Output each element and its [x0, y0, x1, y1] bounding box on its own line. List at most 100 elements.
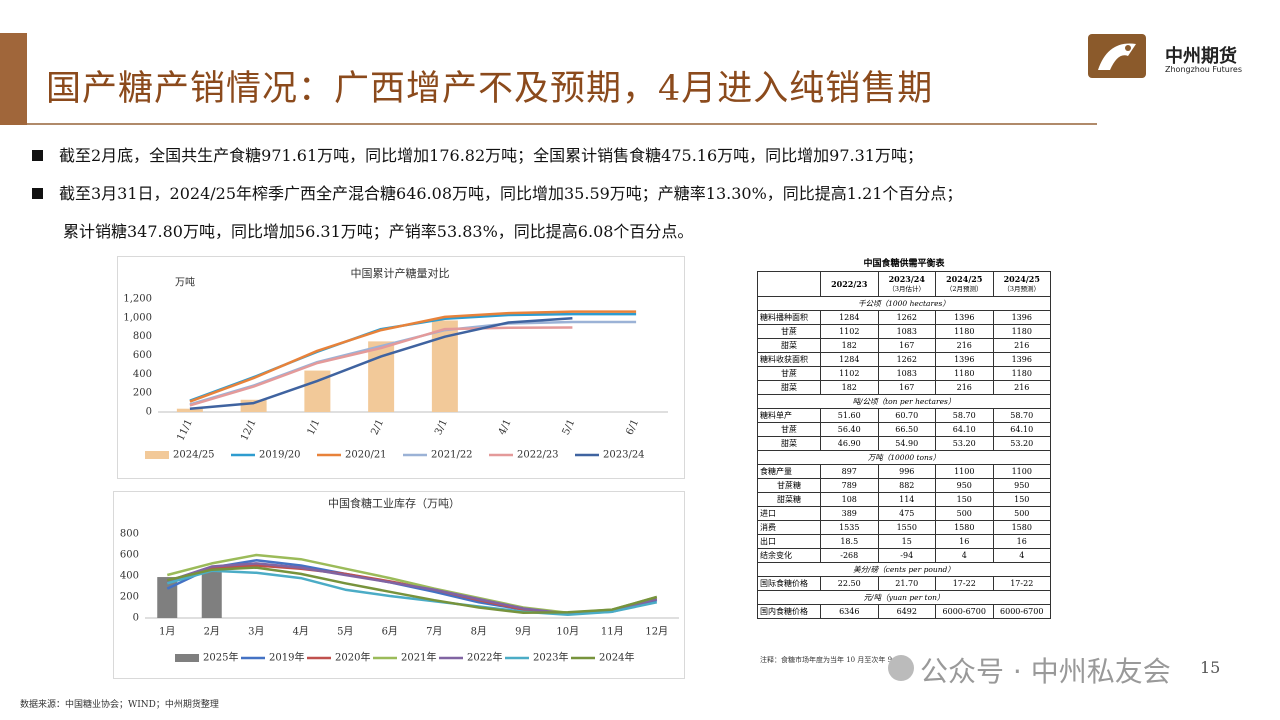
bar	[157, 577, 178, 618]
table-cell: 789	[820, 478, 879, 493]
bar	[176, 408, 203, 412]
table-cell: 出口	[757, 534, 821, 549]
table-row: 糖料收获面积 1284 1262 1396 1396	[757, 352, 1051, 367]
table-cell: 1396	[935, 352, 994, 367]
table-cell: 消费	[757, 520, 821, 535]
table-cell: 进口	[757, 506, 821, 521]
table-title: 中国食糖供需平衡表	[863, 259, 945, 269]
table-cell: 51.60	[820, 408, 879, 423]
line-series	[189, 310, 637, 403]
y-tick-label: 0	[146, 407, 152, 418]
line-series	[189, 326, 573, 407]
table-row: 进口 389 475 500 500	[757, 506, 1051, 521]
table-cell: 甘蔗	[757, 422, 821, 437]
table-row: 美分/磅（cents per pound）	[757, 562, 1051, 577]
table-row: 食糖产量 897 996 1100 1100	[757, 464, 1051, 479]
table-row: 2022/23 2023/24 （3月估计） 2024/25 （2月预测） 2024/25…	[757, 271, 1051, 297]
table-cell: 64.10	[935, 422, 994, 437]
table-cell: 897	[820, 464, 879, 479]
table-cell: 64.10	[992, 422, 1051, 437]
table-cell: 182	[820, 380, 879, 395]
table-cell: 500	[935, 506, 994, 521]
table-cell: 甜菜糖	[757, 492, 821, 507]
table-cell: 53.20	[992, 436, 1051, 451]
table-cell: 甘蔗	[757, 366, 821, 381]
table-cell: 甘蔗糖	[757, 478, 821, 493]
table-row: 出口 18.5 15 16 16	[757, 534, 1051, 549]
slide-title: 国产糖产销情况：广西增产不及预期，4月进入纯销售期	[46, 69, 934, 109]
table-row: 甜菜 46.90 54.90 53.20 53.20	[757, 436, 1051, 451]
line-series	[189, 316, 573, 410]
table-cell: 糖料收获面积	[757, 352, 821, 367]
table-cell: 1180	[935, 366, 994, 381]
table-row: 甘蔗糖 789 882 950 950	[757, 478, 1051, 493]
x-tick-label: 11月	[601, 626, 624, 638]
x-tick-label: 4月	[293, 626, 309, 638]
bar	[240, 399, 267, 412]
table-cell: 150	[935, 492, 994, 507]
table-row: 元/吨（yuan per ton）	[757, 590, 1051, 605]
y-tick-label: 1,000	[123, 312, 152, 323]
y-tick-label: 600	[120, 550, 139, 561]
table-cell: 167	[877, 338, 936, 353]
bullet: 截至3月31日，2024/25年榨季广西全产混合糖646.08万吨，同比增加35…	[32, 180, 962, 204]
table-cell: 17-22	[935, 576, 994, 591]
table-cell: 60.70	[877, 408, 936, 423]
table-cell: 4	[935, 548, 994, 563]
y-tick-label: 400	[120, 571, 139, 582]
x-tick-label: 8月	[471, 626, 487, 638]
watermark: 公众号 · 中州私友会	[920, 655, 1171, 688]
y-tick-label: 0	[133, 613, 139, 624]
x-tick-label: 6月	[382, 626, 398, 638]
bullet-text: 累计销糖347.80万吨，同比增加56.31万吨；产销率53.83%，同比提高6…	[63, 222, 694, 241]
legend-label: 2019/20	[259, 450, 301, 461]
table-cell: 6000-6700	[992, 604, 1051, 619]
y-tick-label: 200	[120, 592, 139, 603]
column-label: 2023/24	[888, 274, 925, 284]
table-cell: 22.50	[820, 576, 879, 591]
balance-table: 2022/23 2023/24 （3月估计） 2024/25 （2月预测） 2024/25…	[757, 271, 1051, 619]
bullet-text: 截至3月31日，2024/25年榨季广西全产混合糖646.08万吨，同比增加35…	[59, 184, 963, 203]
table-cell: 千公顷（1000 hectares）	[757, 296, 1051, 311]
table-cell: 甜菜	[757, 338, 821, 353]
table-cell: 114	[877, 492, 936, 507]
table-cell: 167	[877, 380, 936, 395]
legend-label: 2020/21	[345, 450, 387, 461]
table-cell: 1100	[935, 464, 994, 479]
table-cell: 950	[935, 478, 994, 493]
table-cell: 2024/25 （2月预测）	[935, 271, 994, 297]
title-rule	[27, 123, 1097, 125]
chart-title: 中国食糖工业库存（万吨）	[328, 496, 460, 510]
legend-label: 2023年	[533, 651, 568, 664]
table-cell: 糖料播种面积	[757, 310, 821, 325]
table-cell: 1396	[992, 310, 1051, 325]
table-cell: 17-22	[992, 576, 1051, 591]
table-cell: 6346	[820, 604, 879, 619]
table-cell: 182	[820, 338, 879, 353]
table-cell: 1284	[820, 310, 879, 325]
table-row: 甘蔗 56.40 66.50 64.10 64.10	[757, 422, 1051, 437]
table-cell: 1550	[877, 520, 936, 535]
table-cell: 950	[992, 478, 1051, 493]
table-cell: 2024/25 （3月预测）	[992, 271, 1051, 297]
table-cell: 46.90	[820, 436, 879, 451]
legend-label: 2022年	[467, 651, 502, 664]
table-cell: 1262	[877, 310, 936, 325]
line-series	[167, 566, 658, 615]
y-axis-label: 万吨	[175, 276, 195, 289]
legend-label: 2025年	[203, 651, 238, 664]
legend-label: 2023/24	[603, 450, 645, 461]
table-cell: 1580	[992, 520, 1051, 535]
table-cell: 58.70	[935, 408, 994, 423]
table-cell: 216	[992, 338, 1051, 353]
table-cell: 万吨（10000 tons）	[757, 450, 1051, 465]
table-cell: 216	[935, 338, 994, 353]
bullet: 截至2月底，全国共生产食糖971.61万吨，同比增加176.82万吨；全国累计销…	[32, 142, 923, 166]
y-tick-label: 800	[133, 331, 152, 342]
table-cell: 国内食糖价格	[757, 604, 821, 619]
table-cell: 1180	[992, 366, 1051, 381]
table-cell: 18.5	[820, 534, 879, 549]
table-cell: 389	[820, 506, 879, 521]
logo-sub: Zhongzhou Futures	[1165, 65, 1243, 74]
table-cell: 甘蔗	[757, 324, 821, 339]
